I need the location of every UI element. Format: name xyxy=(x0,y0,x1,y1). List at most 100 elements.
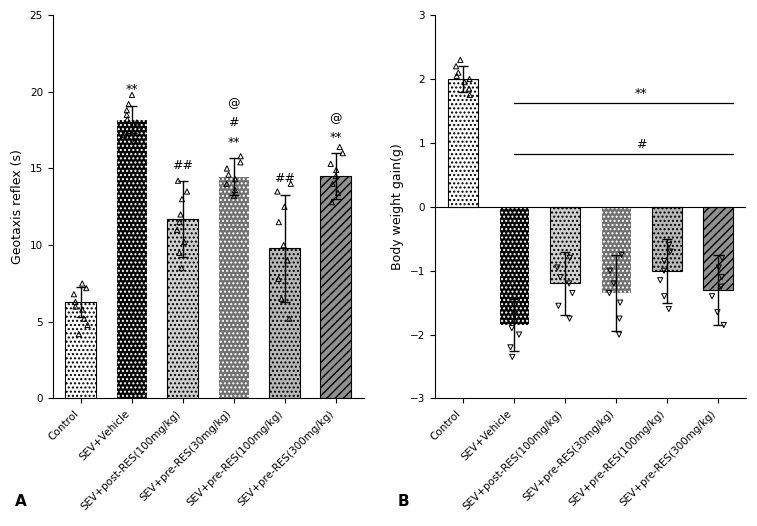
Point xyxy=(173,249,185,257)
Point xyxy=(608,279,620,288)
Point xyxy=(459,78,471,86)
Point xyxy=(326,179,338,188)
Point xyxy=(659,292,671,300)
Text: @: @ xyxy=(329,112,341,125)
Point xyxy=(76,305,89,313)
Point xyxy=(563,279,575,288)
Point xyxy=(278,241,290,249)
Point xyxy=(706,292,718,300)
Point xyxy=(76,279,89,288)
Point xyxy=(78,315,90,323)
Point xyxy=(176,195,188,204)
Point xyxy=(604,267,616,275)
Point xyxy=(223,170,235,179)
Point xyxy=(70,298,82,306)
Point xyxy=(330,172,342,180)
Point xyxy=(654,276,666,285)
Point xyxy=(129,137,141,145)
Point xyxy=(716,273,728,281)
Point xyxy=(463,75,475,83)
Point xyxy=(221,164,233,173)
Point xyxy=(118,130,130,139)
Point xyxy=(564,254,576,262)
Bar xyxy=(320,176,350,399)
Point xyxy=(463,84,475,93)
Point xyxy=(454,56,466,64)
Point xyxy=(337,149,349,157)
Text: ##: ## xyxy=(274,173,295,185)
Point xyxy=(279,203,291,211)
Point xyxy=(658,257,670,265)
Point xyxy=(615,250,628,259)
Point xyxy=(82,321,94,329)
Point xyxy=(131,118,143,127)
Point xyxy=(603,289,615,297)
Bar xyxy=(652,207,682,271)
Point xyxy=(235,158,247,167)
Point xyxy=(452,68,464,77)
Point xyxy=(330,166,342,174)
Point xyxy=(715,282,727,291)
Point xyxy=(450,62,462,70)
Point xyxy=(220,179,232,188)
Bar xyxy=(218,176,249,399)
Point xyxy=(716,254,728,262)
Point xyxy=(123,100,135,108)
Point xyxy=(282,256,294,265)
Point xyxy=(509,311,521,320)
Bar xyxy=(499,207,529,325)
Point xyxy=(662,305,674,313)
Point xyxy=(172,177,184,185)
Bar xyxy=(65,302,96,399)
Bar xyxy=(117,119,147,399)
Text: @: @ xyxy=(227,97,240,110)
Point xyxy=(126,90,138,99)
Point xyxy=(175,210,187,219)
Point xyxy=(171,226,183,234)
Y-axis label: Geotaxis reflex (s): Geotaxis reflex (s) xyxy=(11,149,24,264)
Text: #: # xyxy=(636,138,646,151)
Point xyxy=(176,264,188,272)
Point xyxy=(283,315,295,323)
Text: #: # xyxy=(229,116,238,129)
Point xyxy=(503,305,515,313)
Point xyxy=(80,284,92,292)
Bar xyxy=(167,219,198,399)
Point xyxy=(132,124,145,133)
Point xyxy=(121,106,133,114)
Text: **: ** xyxy=(227,136,240,148)
Point xyxy=(273,218,285,226)
Point xyxy=(121,115,133,124)
Point xyxy=(713,264,725,272)
Bar xyxy=(550,207,580,284)
Bar xyxy=(702,207,733,290)
Point xyxy=(235,152,247,160)
Point xyxy=(551,264,563,272)
Point xyxy=(563,315,575,323)
Y-axis label: Body weight gain(g): Body weight gain(g) xyxy=(391,144,404,270)
Point xyxy=(450,72,463,80)
Point xyxy=(173,218,185,226)
Point xyxy=(505,318,517,326)
Point xyxy=(506,324,518,332)
Point xyxy=(718,321,730,329)
Point xyxy=(658,267,670,275)
Point xyxy=(229,186,241,194)
Point xyxy=(613,330,625,339)
Point xyxy=(504,343,516,351)
Bar xyxy=(269,248,300,399)
Point xyxy=(285,179,297,188)
Point xyxy=(464,91,476,99)
Point xyxy=(334,143,346,151)
Point xyxy=(513,330,525,339)
Bar xyxy=(447,79,478,207)
Point xyxy=(325,160,337,168)
Bar xyxy=(600,207,631,293)
Point xyxy=(276,295,288,303)
Text: **: ** xyxy=(329,131,341,144)
Text: ##: ## xyxy=(172,158,193,171)
Point xyxy=(273,275,285,283)
Point xyxy=(120,110,132,119)
Text: B: B xyxy=(397,494,410,509)
Point xyxy=(614,298,626,307)
